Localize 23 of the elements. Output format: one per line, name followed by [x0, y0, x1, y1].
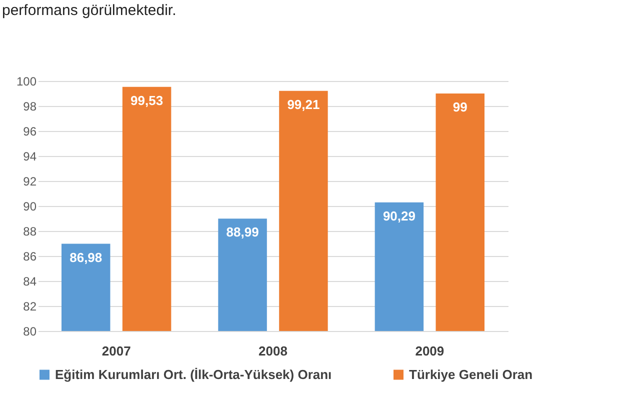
y-tick-label: 92 [23, 174, 37, 188]
y-tick-label: 84 [23, 274, 37, 288]
y-tick-label: 90 [23, 200, 37, 214]
y-tick-label: 82 [23, 300, 37, 314]
x-tick-label: 2007 [102, 344, 131, 358]
data-label: 86,98 [70, 250, 102, 265]
data-label: 88,99 [226, 224, 259, 240]
x-tick-label: 2008 [258, 344, 288, 358]
text: performans görülmektedir. [2, 2, 176, 19]
data-label: 99,53 [130, 92, 164, 108]
y-tick-label: 86 [23, 250, 37, 264]
data-label: 99 [452, 100, 468, 114]
y-tick-label: 96 [23, 124, 37, 138]
legend-label: Türkiye Geneli Oran [409, 366, 533, 382]
data-label: 90,29 [382, 208, 416, 224]
x-tick-label: 2009 [415, 344, 444, 358]
y-tick-label: 88 [23, 224, 37, 238]
legend-label: Eğitim Kurumları Ort. (İlk-Orta-Yüksek) Oranı [55, 366, 332, 382]
y-tick-label: 94 [23, 150, 37, 164]
y-tick-label: 100 [16, 74, 37, 88]
y-tick-label: 80 [23, 324, 37, 338]
y-tick-label: 98 [23, 100, 37, 114]
data-label: 99,21 [287, 96, 320, 112]
